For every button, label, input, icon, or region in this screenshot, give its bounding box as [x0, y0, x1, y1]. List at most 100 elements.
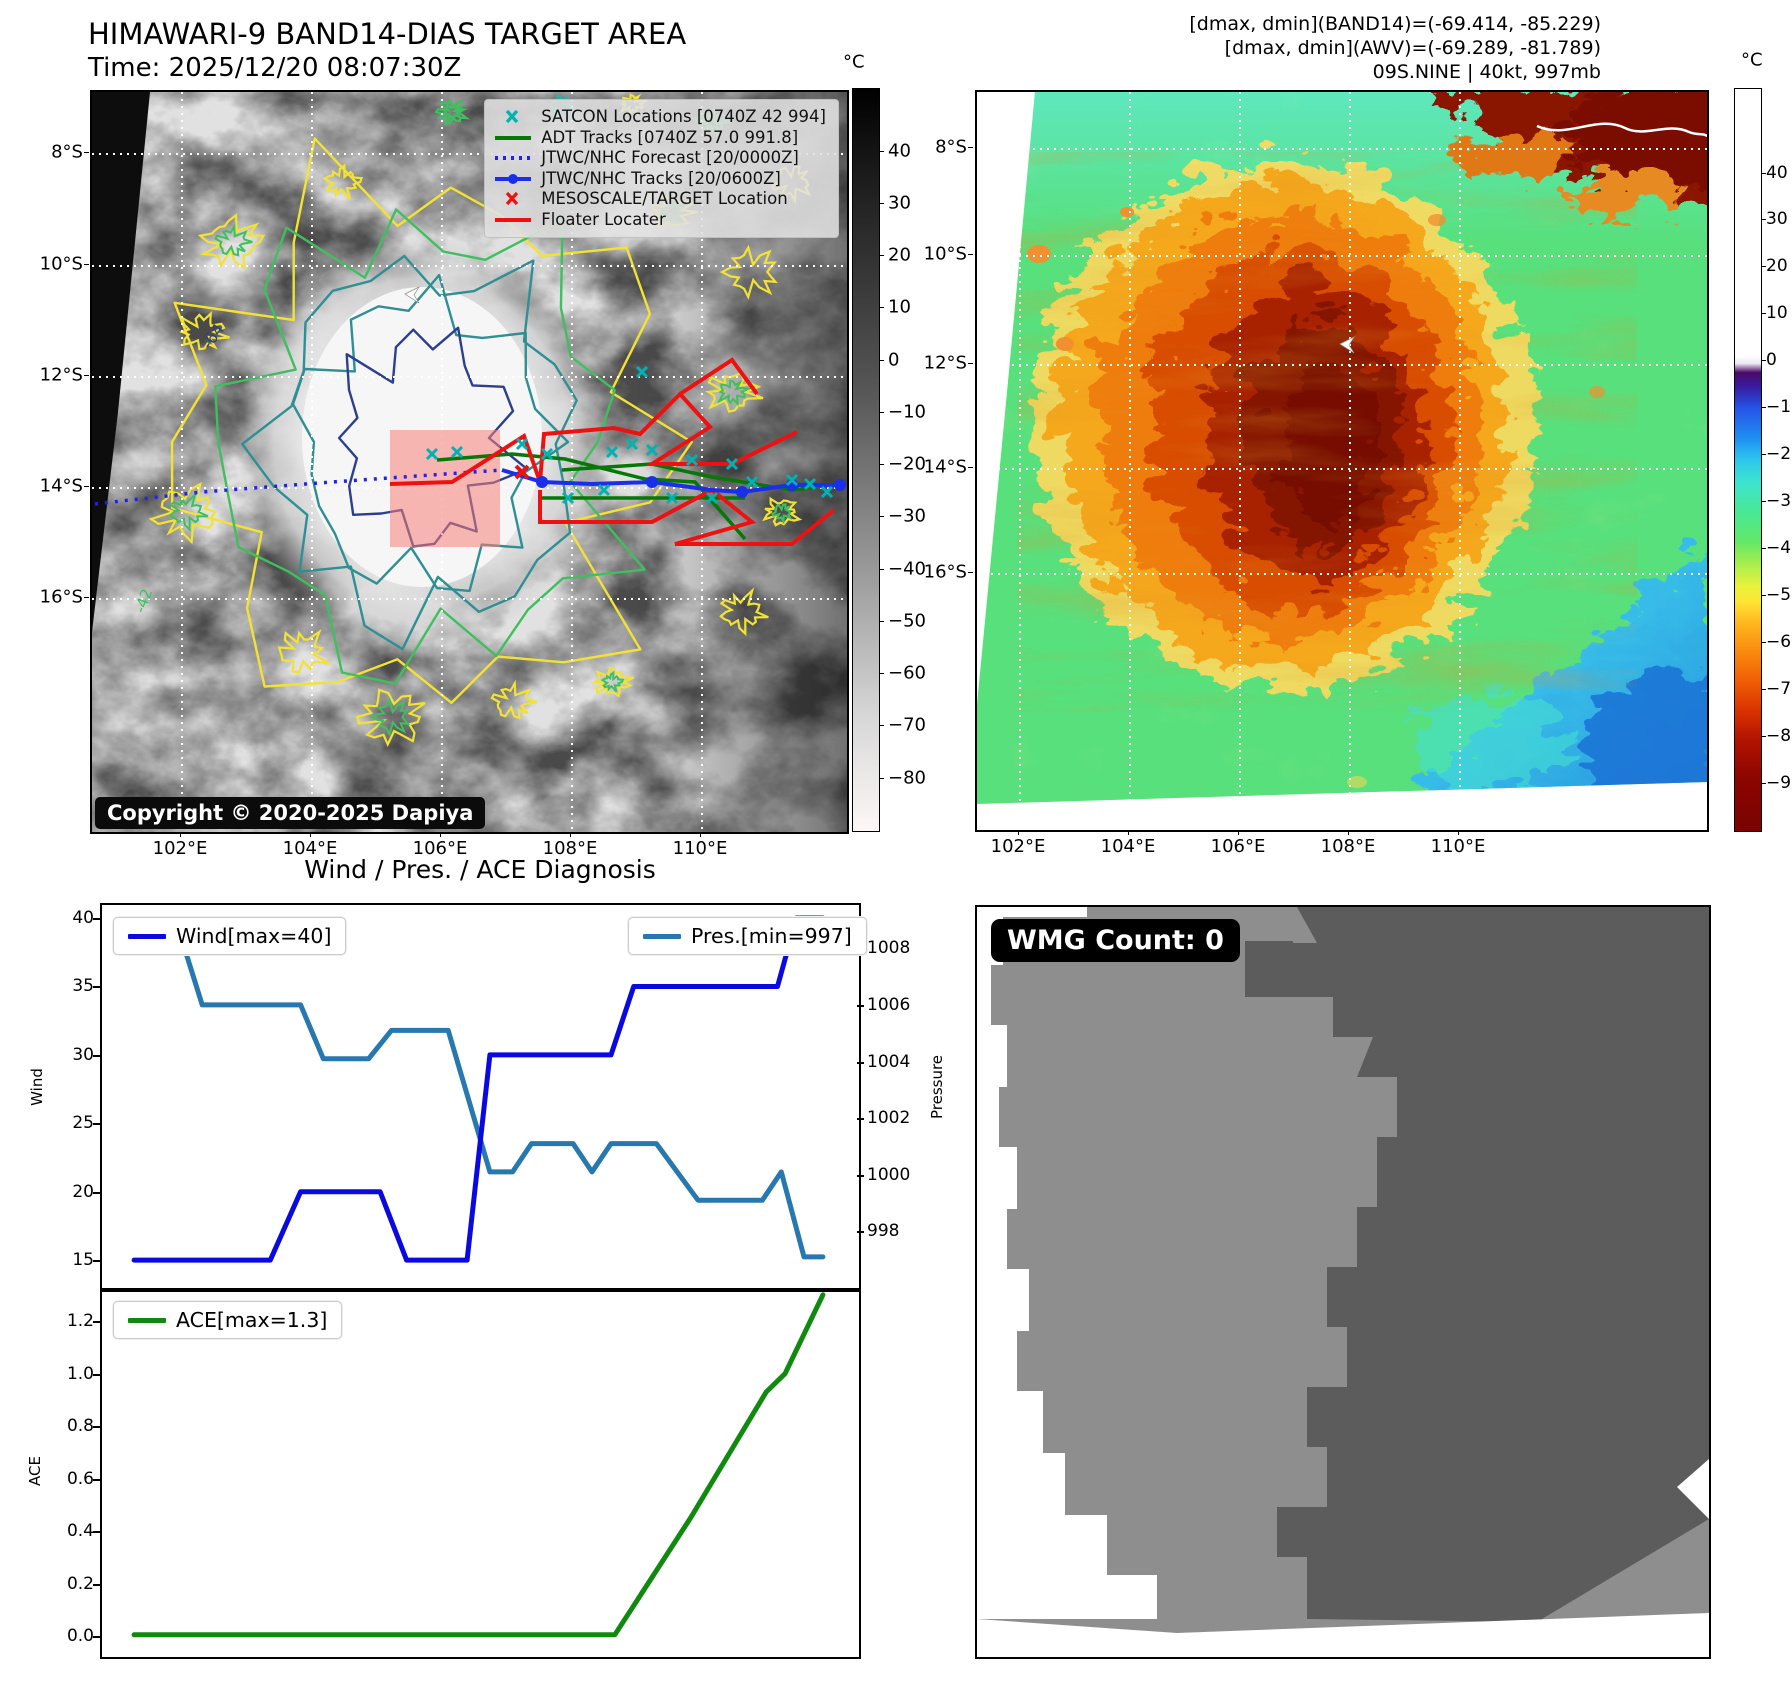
tick-mark: [857, 1004, 864, 1007]
awv-colorbar-tick: 30: [1766, 209, 1788, 230]
band14-colorbar-tick: −80: [888, 767, 926, 789]
awv-colorbar-tick: −60: [1766, 632, 1792, 653]
tick-mark: [857, 1231, 864, 1234]
title-block: HIMAWARI-9 BAND14-DIAS TARGET AREA Time:…: [88, 16, 686, 85]
tick-mark: [968, 467, 973, 468]
band14-ytick: 10°S: [39, 253, 83, 275]
tick-mark: [968, 254, 973, 255]
wind-line-swatch: [128, 933, 166, 939]
awv-colorbar-tick: −30: [1766, 491, 1792, 512]
tick-mark: [857, 1118, 864, 1121]
ace-legend: ACE[max=1.3]: [113, 1301, 343, 1339]
wmg-count-badge: WMG Count: 0: [991, 919, 1240, 962]
storm-id-intensity: 09S.NINE | 40kt, 997mb: [1372, 61, 1601, 83]
awv-ytick: 10°S: [923, 243, 967, 265]
tick-mark: [93, 1478, 100, 1481]
awv-xtick: 106°E: [1210, 836, 1266, 857]
x-marker-icon: [506, 192, 519, 206]
band14-xtick: 110°E: [672, 838, 728, 859]
tick-mark: [1761, 407, 1766, 409]
legend-item-5: Floater Locater: [493, 210, 826, 231]
tick-mark: [1761, 783, 1766, 785]
legend-item-2: JTWC/NHC Forecast [20/0000Z]: [493, 148, 826, 169]
tick-mark: [1761, 642, 1766, 644]
tick-mark: [1238, 830, 1239, 835]
jtwc-forecast-line: [94, 468, 503, 506]
page-title: HIMAWARI-9 BAND14-DIAS TARGET AREA: [88, 17, 687, 51]
header-stats: [dmax, dmin](BAND14)=(-69.414, -85.229) …: [1189, 12, 1601, 84]
legend-item-1: ADT Tracks [0740Z 57.0 991.8]: [493, 128, 826, 149]
band14-xtick: 106°E: [412, 838, 468, 859]
wind-ytick: 15: [72, 1250, 94, 1271]
awv-colorbar-tick: 0: [1766, 350, 1777, 371]
tick-mark: [879, 359, 884, 361]
band14-ytick: 8°S: [51, 141, 83, 163]
tick-mark: [1761, 219, 1766, 221]
tick-mark: [879, 516, 884, 518]
wind-ytick: 40: [72, 908, 94, 929]
awv-colorbar-tick: −80: [1766, 726, 1792, 747]
pressure-line-swatch: [643, 933, 681, 939]
dotted-marker-icon: [495, 156, 532, 161]
timestamp: Time: 2025/12/20 08:07:30Z: [88, 53, 462, 84]
ace-ytick: 0.2: [66, 1573, 94, 1594]
tick-mark: [1348, 830, 1349, 835]
tick-mark: [93, 1260, 100, 1263]
tick-mark: [879, 568, 884, 570]
floater-locater-lines: [389, 357, 836, 546]
pressure-ytick: 1008: [867, 938, 911, 959]
legend-item-3: JTWC/NHC Tracks [20/0600Z]: [493, 169, 826, 190]
tick-mark: [93, 918, 100, 921]
pressure-ytick: 1000: [867, 1164, 911, 1185]
tick-mark: [93, 1426, 100, 1429]
map-legend: SATCON Locations [0740Z 42 994] ADT Track…: [484, 99, 839, 238]
pressure-ytick: 1002: [867, 1108, 911, 1129]
awv-colorbar-tick: −90: [1766, 773, 1792, 794]
ace-ytick: 0.4: [66, 1521, 94, 1542]
mesoscale-target-marker: [514, 464, 530, 480]
tick-mark: [93, 986, 100, 989]
tick-mark: [93, 1373, 100, 1376]
tick-mark: [440, 832, 441, 837]
awv-colorbar-tick: 40: [1766, 162, 1788, 183]
tick-mark: [879, 777, 884, 779]
tick-mark: [1761, 172, 1766, 174]
tick-mark: [968, 363, 973, 364]
tick-mark: [93, 1531, 100, 1534]
stat-awv-dmax-dmin: [dmax, dmin](AWV)=(-69.289, -81.789): [1224, 37, 1601, 59]
land-hot-region: [1407, 92, 1707, 207]
tick-mark: [1761, 548, 1766, 550]
tick-mark: [879, 620, 884, 622]
wind-ytick: 25: [72, 1113, 94, 1134]
wmg-mask-image: [977, 907, 1709, 1657]
pressure-legend-label: Pres.[min=997]: [691, 924, 852, 948]
tick-mark: [93, 1583, 100, 1586]
awv-xtick: 104°E: [1100, 836, 1156, 857]
awv-xtick: 108°E: [1320, 836, 1376, 857]
warm-speckles: [1027, 207, 1605, 788]
legend-item-label: JTWC/NHC Forecast [20/0000Z]: [541, 148, 799, 167]
legend-item-0: SATCON Locations [0740Z 42 994]: [493, 107, 826, 128]
tick-mark: [879, 464, 884, 466]
awv-xtick: 102°E: [990, 836, 1046, 857]
tick-mark: [180, 832, 181, 837]
band14-colorbar-tick: −10: [888, 401, 926, 423]
wind-legend: Wind[max=40]: [113, 917, 347, 955]
awv-colorbar: [1734, 88, 1762, 832]
tick-mark: [1458, 830, 1459, 835]
band14-satellite-map: -64 -42 SATCON Locations [0740Z 42 994] AD…: [90, 90, 849, 834]
awv-xtick: 110°E: [1430, 836, 1486, 857]
awv-colorbar-unit: °C: [1741, 49, 1763, 71]
ace-ytick: 1.0: [66, 1363, 94, 1384]
band14-colorbar-tick: 20: [888, 244, 911, 266]
storm-center-arrow-icon: [1339, 336, 1355, 354]
band14-colorbar-tick: −40: [888, 558, 926, 580]
ace-ytick: 0.8: [66, 1416, 94, 1437]
awv-colorbar-tick: 10: [1766, 303, 1788, 324]
chart-title: Wind / Pres. / ACE Diagnosis: [304, 855, 656, 884]
tick-mark: [310, 832, 311, 837]
band14-xtick: 108°E: [542, 838, 598, 859]
awv-colorbar-tick: −50: [1766, 585, 1792, 606]
tick-mark: [93, 1191, 100, 1194]
